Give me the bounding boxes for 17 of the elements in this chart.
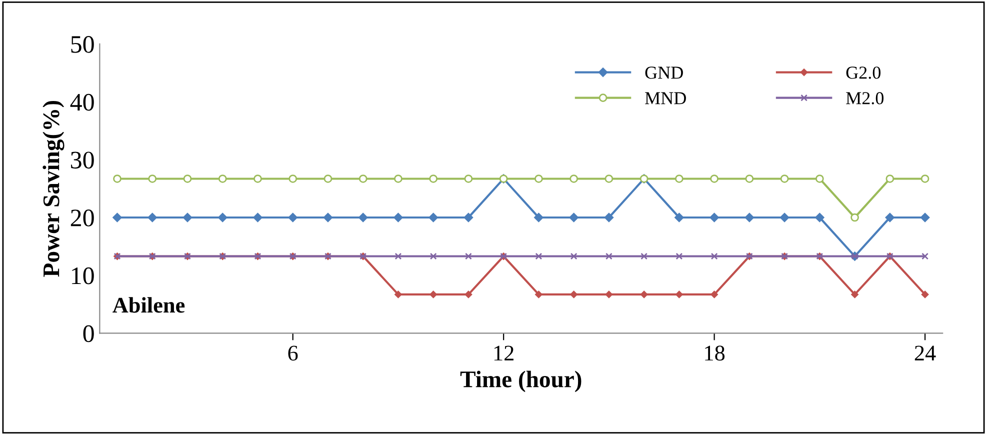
annotation: Abilene [112, 297, 185, 313]
y-tick-label: 20 [70, 210, 94, 226]
legend-label: MND [645, 92, 686, 104]
y-tick-label: 40 [70, 94, 94, 111]
legend-label: GND [645, 66, 683, 79]
legend-label: M2.0 [846, 92, 884, 104]
x-axis-title: Time (hour) [460, 370, 582, 392]
x-tick-label: 6 [288, 346, 298, 361]
legend-label: G2.0 [846, 66, 880, 79]
x-tick-label: 18 [705, 346, 725, 361]
x-tick-label: 12 [494, 346, 514, 360]
y-tick-label: 0 [83, 325, 94, 342]
y-tick-label: 30 [71, 152, 94, 169]
y-tick-label: 50 [71, 36, 94, 53]
y-tick-label: 10 [72, 267, 94, 284]
y-axis-title: Power Saving(%) [42, 100, 64, 277]
x-tick-label: 24 [914, 346, 936, 360]
